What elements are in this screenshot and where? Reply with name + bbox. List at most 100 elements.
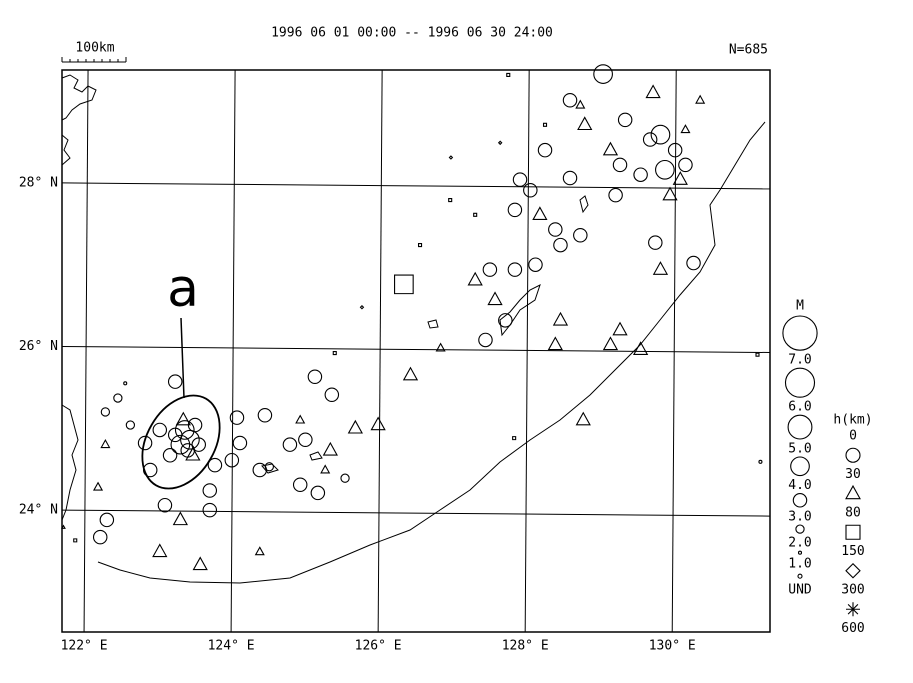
event — [645, 84, 661, 99]
event — [617, 112, 633, 128]
depth-symbol — [846, 602, 860, 617]
event — [207, 457, 223, 473]
event — [332, 350, 337, 356]
event — [672, 171, 688, 185]
event — [295, 414, 306, 424]
event — [307, 369, 323, 385]
event — [507, 202, 523, 218]
event — [298, 432, 313, 448]
event — [528, 257, 543, 272]
event — [577, 116, 593, 131]
meridian — [671, 69, 677, 633]
event — [324, 387, 340, 403]
event — [229, 410, 245, 425]
depth-label: 30 — [845, 467, 861, 482]
event — [652, 261, 669, 275]
event — [99, 512, 115, 528]
und-symbol — [797, 573, 803, 579]
magnitude-label: 4.0 — [788, 478, 811, 493]
event — [602, 336, 619, 351]
magnitude-label: 7.0 — [788, 353, 811, 368]
event — [632, 341, 649, 356]
depth-label: 600 — [841, 621, 864, 636]
parallel — [61, 509, 771, 517]
event — [642, 132, 658, 147]
event — [192, 556, 208, 571]
lat-label: 26° N — [19, 339, 58, 354]
event — [650, 124, 671, 145]
event — [172, 511, 189, 526]
magnitude-symbol — [784, 367, 816, 398]
depth-label: 0 — [849, 429, 857, 444]
event — [180, 429, 200, 450]
event — [448, 198, 453, 203]
map-frame — [61, 69, 771, 633]
event-count: N=685 — [729, 43, 768, 58]
event — [359, 304, 365, 310]
event — [125, 420, 136, 430]
event — [394, 274, 414, 295]
event — [575, 99, 586, 109]
event — [758, 459, 763, 464]
event — [264, 462, 274, 472]
event — [473, 212, 478, 217]
event — [497, 140, 503, 146]
event — [548, 222, 563, 237]
meridian — [524, 69, 530, 633]
coastlines — [61, 74, 766, 584]
depth-label: 80 — [845, 506, 861, 521]
event — [562, 93, 578, 108]
event — [322, 441, 338, 456]
magnitude-label: 3.0 — [788, 510, 811, 525]
event — [512, 172, 528, 187]
event — [655, 159, 675, 180]
lon-label: 122° E — [61, 639, 108, 654]
event — [137, 435, 153, 451]
scale-bar — [61, 57, 127, 63]
event — [73, 538, 78, 543]
event — [512, 436, 517, 441]
event — [695, 94, 706, 104]
event — [612, 321, 628, 336]
cluster-label: a — [167, 259, 199, 319]
depth-symbol — [845, 562, 861, 579]
event — [478, 332, 493, 348]
event — [678, 157, 693, 173]
graticule: 122° E 124° E 126° E 128° E 130° E 24° N 26° N… — [19, 69, 771, 654]
event — [467, 271, 483, 286]
event — [157, 497, 173, 513]
lat-label: 24° N — [19, 503, 58, 518]
event — [648, 235, 663, 250]
event — [254, 546, 265, 556]
event — [506, 72, 511, 77]
event — [175, 411, 191, 426]
event — [667, 142, 683, 158]
cluster-outline — [141, 394, 221, 490]
magnitude-symbol — [795, 524, 805, 534]
event — [170, 434, 191, 455]
event — [123, 381, 128, 386]
und-label: UND — [788, 583, 812, 598]
event — [167, 427, 183, 443]
event — [224, 452, 240, 468]
meridian — [377, 69, 383, 633]
event — [562, 170, 578, 186]
event — [612, 157, 628, 173]
event — [370, 416, 386, 431]
magnitude-label: 6.0 — [788, 400, 811, 415]
meridian — [230, 69, 236, 633]
event — [487, 291, 503, 306]
event — [532, 206, 548, 221]
lat-label: 28° N — [19, 175, 58, 190]
parallel — [61, 182, 771, 190]
depth-label: 150 — [841, 544, 864, 559]
event — [191, 437, 206, 452]
event — [202, 483, 218, 498]
event — [100, 407, 111, 417]
event — [602, 141, 619, 156]
event — [482, 262, 498, 277]
event — [553, 237, 568, 253]
depth-symbol — [845, 484, 861, 500]
event — [552, 311, 569, 326]
